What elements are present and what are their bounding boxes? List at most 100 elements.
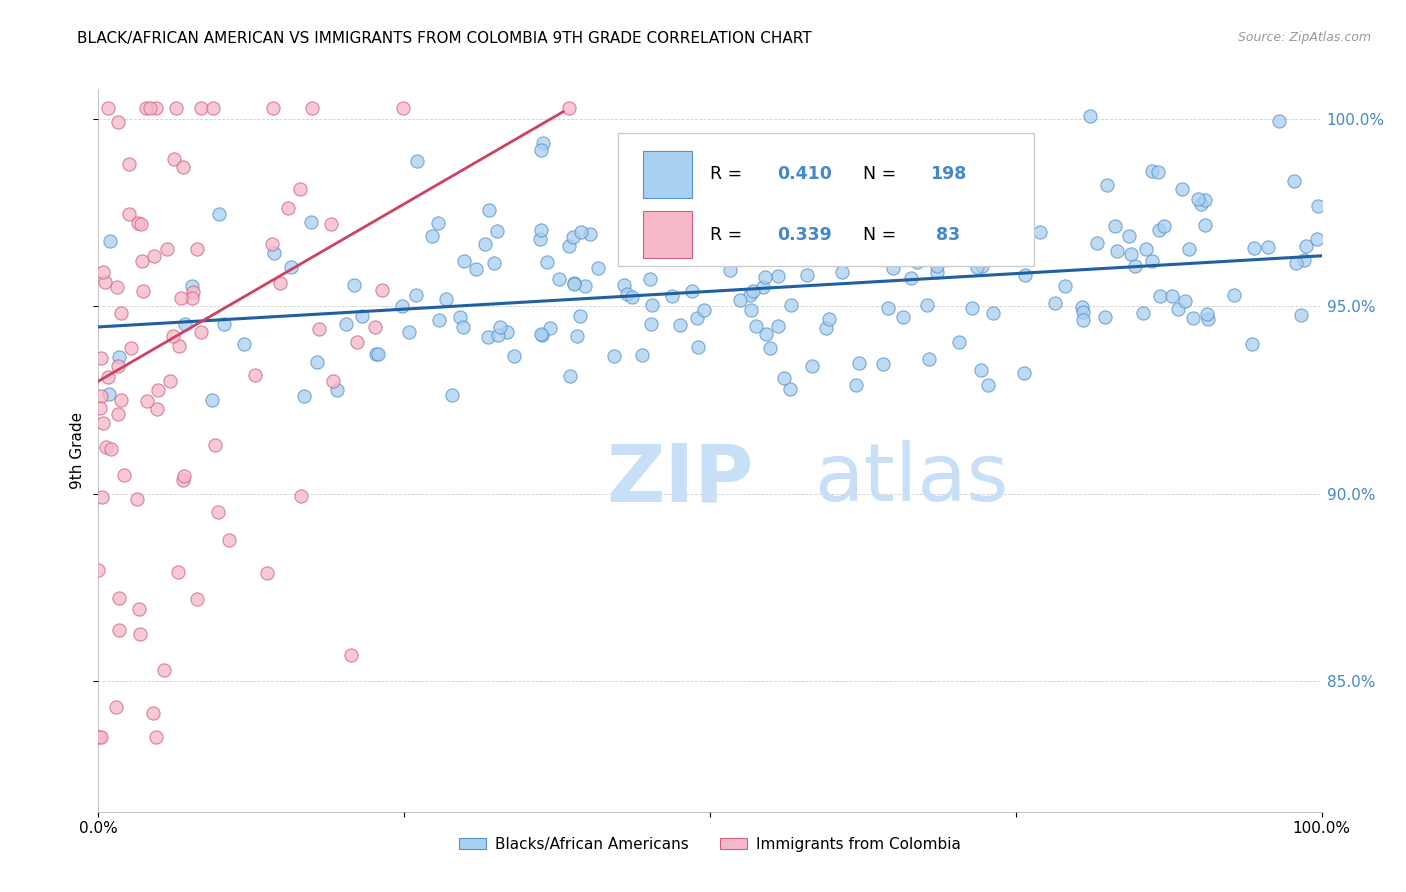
Point: [882, 260, 904, 275]
Point: [105, 699, 128, 714]
Point: [131, 253, 153, 268]
Point: [427, 313, 450, 327]
Text: 0.410: 0.410: [778, 165, 832, 183]
Point: [669, 318, 692, 333]
Text: BLACK/AFRICAN AMERICAN VS IMMIGRANTS FROM COLOMBIA 9TH GRADE CORRELATION CHART: BLACK/AFRICAN AMERICAN VS IMMIGRANTS FRO…: [77, 31, 811, 46]
Point: [243, 368, 266, 382]
Point: [143, 249, 166, 263]
Point: [818, 311, 841, 326]
Point: [848, 356, 870, 370]
Point: [1043, 295, 1066, 310]
Point: [740, 303, 762, 318]
Point: [165, 101, 187, 115]
Point: [891, 310, 914, 324]
Point: [127, 216, 149, 230]
Point: [173, 469, 195, 483]
Point: [759, 341, 782, 355]
Y-axis label: 9th Grade: 9th Grade: [70, 412, 86, 489]
Text: R =: R =: [710, 165, 748, 183]
Point: [831, 265, 853, 279]
Point: [172, 161, 194, 175]
Point: [681, 284, 703, 298]
Point: [277, 201, 299, 215]
Point: [262, 101, 284, 115]
Point: [450, 310, 472, 324]
Point: [207, 505, 229, 519]
Point: [352, 309, 374, 323]
FancyBboxPatch shape: [619, 133, 1035, 266]
Point: [107, 115, 129, 129]
Point: [602, 349, 624, 363]
Point: [440, 388, 463, 402]
Point: [1149, 289, 1171, 303]
Point: [118, 207, 141, 221]
Point: [683, 229, 706, 244]
Point: [977, 378, 1000, 392]
Point: [142, 706, 165, 720]
FancyBboxPatch shape: [643, 211, 692, 259]
Point: [91, 417, 114, 431]
Point: [307, 355, 329, 369]
Point: [308, 321, 330, 335]
Point: [186, 591, 208, 606]
Point: [564, 277, 586, 291]
Point: [620, 290, 643, 304]
Text: 83: 83: [931, 226, 960, 244]
Point: [482, 256, 505, 270]
Point: [405, 288, 427, 302]
Point: [120, 341, 142, 355]
Point: [89, 401, 111, 415]
Point: [548, 272, 571, 286]
Point: [190, 101, 212, 115]
Point: [1282, 174, 1305, 188]
Point: [574, 279, 596, 293]
Point: [1223, 288, 1246, 302]
Point: [1167, 302, 1189, 317]
Point: [1071, 312, 1094, 326]
Point: [538, 321, 561, 335]
Point: [530, 327, 553, 342]
Point: [108, 350, 131, 364]
Point: [127, 492, 149, 507]
Point: [339, 648, 361, 662]
Point: [110, 393, 132, 408]
Point: [162, 329, 184, 343]
Point: [755, 327, 778, 342]
Point: [335, 317, 357, 331]
Point: [845, 377, 868, 392]
Point: [391, 300, 413, 314]
Point: [288, 182, 311, 196]
Point: [180, 291, 202, 305]
Point: [977, 138, 1000, 153]
Point: [962, 301, 984, 315]
Point: [94, 440, 117, 454]
Point: [97, 101, 120, 115]
Point: [616, 287, 638, 301]
Point: [1104, 219, 1126, 233]
Point: [1161, 289, 1184, 303]
Point: [1189, 197, 1212, 211]
Point: [132, 285, 155, 299]
Point: [128, 602, 150, 616]
Point: [1123, 259, 1146, 273]
Point: [631, 348, 654, 362]
Point: [970, 259, 993, 273]
Point: [742, 284, 765, 298]
Point: [965, 161, 987, 176]
Point: [364, 320, 387, 334]
Point: [1241, 337, 1264, 351]
Point: [938, 183, 960, 197]
Point: [204, 438, 226, 452]
Point: [569, 226, 592, 240]
Point: [146, 401, 169, 416]
Point: [392, 101, 415, 115]
Point: [166, 565, 188, 579]
Point: [718, 263, 741, 277]
Point: [91, 265, 114, 279]
Point: [700, 176, 723, 190]
Point: [186, 242, 208, 256]
Point: [568, 309, 591, 323]
Point: [1194, 218, 1216, 232]
Point: [292, 389, 315, 403]
Point: [901, 244, 924, 259]
